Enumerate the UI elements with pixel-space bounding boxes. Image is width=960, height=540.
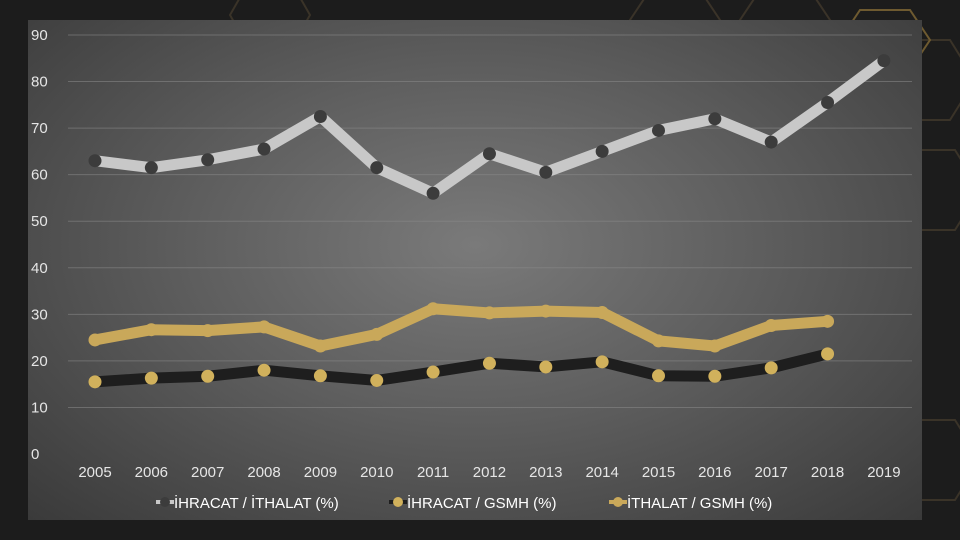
- legend-entry: İHRACAT / GSMH (%): [389, 494, 556, 512]
- data-point: [370, 161, 384, 175]
- data-point: [201, 324, 215, 338]
- data-point: [877, 54, 891, 68]
- chart-panel: [28, 20, 922, 520]
- legend-marker: [160, 497, 170, 507]
- y-tick-label: 70: [31, 120, 48, 137]
- data-point: [482, 306, 496, 320]
- legend-entry: İHRACAT / İTHALAT (%): [156, 494, 339, 512]
- series-markers: [88, 54, 891, 389]
- data-point: [764, 361, 778, 375]
- data-point: [595, 144, 609, 158]
- data-point: [821, 314, 835, 328]
- x-tick-label: 2008: [247, 464, 280, 481]
- x-tick-label: 2011: [417, 464, 449, 481]
- data-point: [764, 319, 778, 333]
- x-tick-label: 2009: [304, 464, 337, 481]
- x-tick-label: 2005: [78, 464, 111, 481]
- y-tick-label: 0: [31, 446, 39, 463]
- data-point: [257, 320, 271, 334]
- data-point: [595, 355, 609, 369]
- legend-label: İHRACAT / GSMH (%): [407, 494, 556, 512]
- data-point: [257, 142, 271, 156]
- data-point: [708, 112, 722, 126]
- data-point: [88, 333, 102, 347]
- data-point: [144, 371, 158, 385]
- data-point: [88, 154, 102, 168]
- x-tick-label: 2015: [642, 464, 675, 481]
- data-point: [652, 369, 665, 383]
- y-tick-label: 20: [31, 353, 48, 370]
- data-point: [144, 323, 158, 337]
- x-axis-tick-labels: 2005 2006 2007 2008 2009 2010 2011 2012 2013 2014…: [78, 464, 900, 481]
- y-tick-label: 30: [31, 306, 48, 323]
- data-point: [482, 147, 496, 161]
- series-line: [89, 303, 834, 352]
- legend-entry: İTHALAT / GSMH (%): [609, 494, 772, 512]
- x-tick-label: 2012: [473, 464, 506, 481]
- y-tick-label: 80: [31, 74, 48, 91]
- data-point: [821, 96, 835, 110]
- y-tick-label: 10: [31, 399, 48, 416]
- x-tick-label: 2014: [585, 464, 618, 481]
- data-point: [708, 369, 722, 383]
- data-point: [313, 109, 327, 123]
- legend: İHRACAT / İTHALAT (%) İHRACAT / GSMH (%) İ…: [156, 494, 772, 512]
- data-point: [482, 356, 496, 370]
- y-tick-label: 50: [31, 213, 48, 230]
- x-tick-label: 2018: [811, 464, 844, 481]
- x-tick-label: 2016: [698, 464, 731, 481]
- data-point: [652, 334, 665, 348]
- series-line: [89, 55, 890, 199]
- data-point: [370, 327, 384, 341]
- data-point: [821, 347, 835, 361]
- series-line: [89, 348, 834, 388]
- data-point: [652, 123, 665, 137]
- y-axis-tick-labels: 0 10 20 30 40 50 60 70 80 90: [31, 27, 48, 463]
- x-tick-label: 2017: [755, 464, 788, 481]
- y-tick-label: 90: [31, 27, 48, 44]
- data-point: [88, 375, 102, 389]
- x-tick-label: 2006: [135, 464, 168, 481]
- legend-label: İTHALAT / GSMH (%): [627, 494, 772, 512]
- y-tick-label: 40: [31, 260, 48, 277]
- legend-marker: [613, 497, 623, 507]
- data-point: [426, 302, 440, 316]
- legend-marker: [393, 497, 403, 507]
- data-point: [201, 369, 215, 383]
- x-tick-label: 2013: [529, 464, 562, 481]
- data-point: [313, 369, 327, 383]
- data-point: [426, 365, 440, 379]
- legend-label: İHRACAT / İTHALAT (%): [174, 494, 339, 512]
- data-point: [426, 186, 440, 200]
- y-tick-label: 60: [31, 167, 48, 184]
- data-point: [144, 161, 158, 175]
- data-point: [313, 339, 327, 353]
- x-tick-label: 2019: [867, 464, 900, 481]
- gridlines: [68, 34, 912, 408]
- data-point: [201, 153, 215, 167]
- data-point: [539, 304, 553, 318]
- data-point: [595, 305, 609, 319]
- x-tick-label: 2010: [360, 464, 393, 481]
- data-point: [708, 339, 722, 353]
- data-point: [764, 135, 778, 149]
- data-point: [539, 360, 553, 374]
- data-point: [257, 363, 271, 377]
- x-tick-label: 2007: [191, 464, 224, 481]
- data-point: [539, 165, 553, 179]
- data-point: [370, 373, 384, 387]
